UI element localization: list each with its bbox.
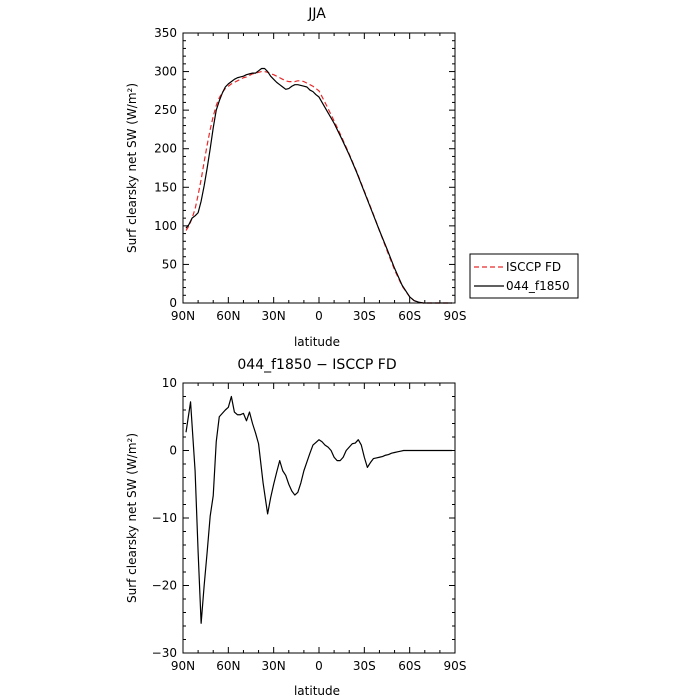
- bottom-plot-frame: [182, 382, 456, 654]
- x-tick-label: 60N: [216, 309, 240, 323]
- bottom-chart-title: 044_f1850 − ISCCP FD: [237, 357, 396, 373]
- y-tick-label: −10: [152, 511, 177, 525]
- bottom-y-axis-label: Surf clearsky net SW (W/m²): [125, 433, 139, 603]
- x-tick-label: 0: [315, 659, 323, 673]
- legend-box: [469, 253, 579, 299]
- x-tick-label: 30S: [353, 659, 376, 673]
- bottom-x-axis-label: latitude: [294, 684, 340, 698]
- x-tick-label: 90S: [444, 659, 467, 673]
- x-tick-label: 0: [315, 309, 323, 323]
- y-tick-label: −30: [152, 646, 177, 660]
- series-line-044-f1850: [185, 67, 452, 304]
- legend-label-044-f1850: 044_f1850: [506, 279, 570, 293]
- top-chart-title: JJA: [307, 6, 326, 22]
- legend-label-isccp-fd: ISCCP FD: [506, 260, 561, 274]
- top-plot-frame: [182, 32, 456, 304]
- top-panel: JJA 90N 60N 30N 0 30S 60S 90S 0 50 100 150 200 250 3…: [125, 6, 579, 349]
- y-tick-label: 150: [154, 180, 177, 194]
- bottom-panel: 044_f1850 − ISCCP FD 90N 60N 30N 0 30S 60S 90S…: [125, 357, 466, 698]
- y-tick-label: 350: [154, 26, 177, 40]
- x-tick-label: 30S: [353, 309, 376, 323]
- y-tick-label: 10: [162, 376, 177, 390]
- x-tick-label: 90S: [444, 309, 467, 323]
- y-tick-label: 50: [162, 257, 177, 271]
- legend: ISCCP FD 044_f1850: [469, 253, 579, 299]
- top-x-axis-label: latitude: [294, 335, 340, 349]
- y-tick-label: −20: [152, 579, 177, 593]
- y-tick-label: 100: [154, 219, 177, 233]
- x-tick-label: 60S: [398, 309, 421, 323]
- y-tick-label: 250: [154, 103, 177, 117]
- top-y-axis-label: Surf clearsky net SW (W/m²): [125, 83, 139, 253]
- y-tick-label: 0: [169, 296, 177, 310]
- x-tick-label: 30N: [262, 659, 286, 673]
- x-tick-label: 30N: [262, 309, 286, 323]
- x-tick-label: 60S: [398, 659, 421, 673]
- x-tick-label: 90N: [171, 659, 195, 673]
- x-tick-label: 60N: [216, 659, 240, 673]
- series-line-isccp-fd: [185, 70, 452, 304]
- y-tick-label: 0: [169, 444, 177, 458]
- y-tick-label: 300: [154, 65, 177, 79]
- series-line-difference: [185, 395, 452, 624]
- y-tick-label: 200: [154, 142, 177, 156]
- x-tick-label: 90N: [171, 309, 195, 323]
